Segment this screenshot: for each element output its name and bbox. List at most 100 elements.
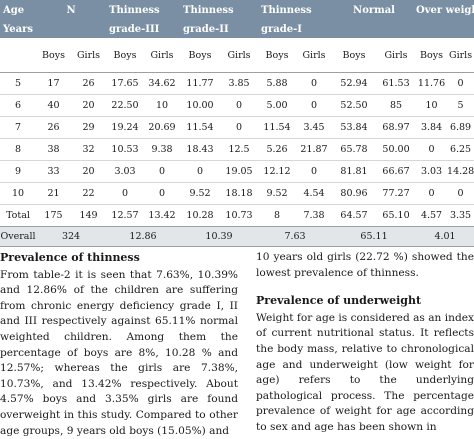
table-cell: 34.62 bbox=[144, 72, 181, 95]
subheader-cell: Boys bbox=[258, 38, 297, 73]
table-cell: 10.39 bbox=[180, 226, 259, 247]
table-cell: 10.00 bbox=[180, 94, 221, 117]
table-row: 8 38 32 10.53 9.38 18.43 12.5 5.26 21.87 65.78 50.… bbox=[0, 138, 474, 161]
table-cell: 22.50 bbox=[106, 94, 145, 117]
table-cell: 5.00 bbox=[258, 94, 297, 117]
header-thinness-3: Thinness bbox=[106, 0, 181, 21]
data-table-region: Age N Thinness Thinness Thinness Normal … bbox=[0, 0, 474, 247]
header-years: Years bbox=[0, 21, 36, 38]
table-cell: 21 bbox=[36, 182, 71, 205]
table-cell: 5.88 bbox=[258, 72, 297, 95]
table-cell: 4.54 bbox=[296, 182, 333, 205]
table-cell: 77.27 bbox=[376, 182, 417, 205]
table-row: 6 40 20 22.50 10 10.00 0 5.00 0 52.50 85 10 5 bbox=[0, 94, 474, 117]
table-cell: 0 bbox=[144, 160, 181, 183]
table-cell: 175 bbox=[36, 204, 71, 227]
age-cell: 10 bbox=[0, 182, 36, 205]
header-n: N bbox=[36, 0, 107, 21]
table-cell: 14.28 bbox=[447, 160, 474, 183]
subheader-cell: Boys bbox=[416, 38, 448, 73]
table-cell: 18.43 bbox=[180, 138, 221, 161]
table-cell: 9.52 bbox=[180, 182, 221, 205]
table-cell: 50.00 bbox=[376, 138, 417, 161]
table-cell: 26 bbox=[71, 72, 107, 95]
table-row: 10 21 22 0 0 9.52 18.18 9.52 4.54 80.96 77.27 0 0 bbox=[0, 182, 474, 205]
table-cell: 6.25 bbox=[447, 138, 474, 161]
table-cell: 3.03 bbox=[416, 160, 448, 183]
table-cell: 3.03 bbox=[106, 160, 145, 183]
subheader-cell: Girls bbox=[296, 38, 333, 73]
header-row-2: Years grade-III grade-II grade-I bbox=[0, 21, 474, 38]
table-cell: 0 bbox=[447, 182, 474, 205]
right-text-column: 10 years old girls (22.72 %) showed the … bbox=[256, 250, 474, 436]
table-cell: 19.24 bbox=[106, 116, 145, 139]
table-cell: 149 bbox=[71, 204, 107, 227]
table-cell: 0 bbox=[180, 160, 221, 183]
age-cell: 6 bbox=[0, 94, 36, 117]
total-row: Total 175 149 12.57 13.42 10.28 10.73 8 … bbox=[0, 204, 474, 227]
table-cell: 324 bbox=[36, 226, 107, 247]
nutrition-table: Age N Thinness Thinness Thinness Normal … bbox=[0, 0, 474, 247]
table-row: 9 33 20 3.03 0 0 19.05 12.12 0 81.81 66.67 3.03 14.2… bbox=[0, 160, 474, 183]
table-cell: 29 bbox=[71, 116, 107, 139]
table-cell: 6.89 bbox=[447, 116, 474, 139]
table-cell: 0 bbox=[416, 182, 448, 205]
header-row-1: Age N Thinness Thinness Thinness Normal … bbox=[0, 0, 474, 21]
table-cell: 10 bbox=[416, 94, 448, 117]
table-cell: 0 bbox=[144, 182, 181, 205]
table-cell: 52.50 bbox=[332, 94, 377, 117]
table-cell: 22 bbox=[71, 182, 107, 205]
table-cell: 0 bbox=[447, 72, 474, 95]
table-cell: 3.45 bbox=[296, 116, 333, 139]
table-cell: 65.78 bbox=[332, 138, 377, 161]
section-heading-underweight: Prevalence of underweight bbox=[256, 294, 422, 308]
table-cell: 4.01 bbox=[416, 226, 474, 247]
table-cell: 53.84 bbox=[332, 116, 377, 139]
table-cell: 0 bbox=[416, 138, 448, 161]
header-grade-2: grade-II bbox=[180, 21, 259, 38]
table-cell: 0 bbox=[220, 116, 259, 139]
table-cell: 21.87 bbox=[296, 138, 333, 161]
table-cell: 65.10 bbox=[376, 204, 417, 227]
table-cell: 20.69 bbox=[144, 116, 181, 139]
table-cell: 10.28 bbox=[180, 204, 221, 227]
table-cell: 5.26 bbox=[258, 138, 297, 161]
table-cell: 38 bbox=[36, 138, 71, 161]
table-cell: 32 bbox=[71, 138, 107, 161]
table-cell: 10 bbox=[144, 94, 181, 117]
table-cell: 18.18 bbox=[220, 182, 259, 205]
table-cell: 9.52 bbox=[258, 182, 297, 205]
table-row: 5 17 26 17.65 34.62 11.77 3.85 5.88 0 52.94 61.53 1… bbox=[0, 72, 474, 95]
table-cell: 85 bbox=[376, 94, 417, 117]
overall-label: Overall bbox=[0, 226, 36, 247]
table-cell: 11.76 bbox=[416, 72, 448, 95]
header-thinness-2: Thinness bbox=[180, 0, 259, 21]
table-cell: 26 bbox=[36, 116, 71, 139]
table-cell: 8 bbox=[258, 204, 297, 227]
table-cell: 66.67 bbox=[376, 160, 417, 183]
age-cell: 8 bbox=[0, 138, 36, 161]
table-cell: 7.38 bbox=[296, 204, 333, 227]
header-thinness-1: Thinness bbox=[258, 0, 333, 21]
table-cell: 12.12 bbox=[258, 160, 297, 183]
table-cell: 52.94 bbox=[332, 72, 377, 95]
table-cell: 13.42 bbox=[144, 204, 181, 227]
table-cell: 17 bbox=[36, 72, 71, 95]
table-cell: 0 bbox=[296, 94, 333, 117]
paragraph-thinness: From table-2 it is seen that 7.63%, 10.3… bbox=[0, 268, 238, 437]
subheader-cell: Boys bbox=[106, 38, 145, 73]
table-cell: 4.57 bbox=[416, 204, 448, 227]
table-cell: 12.5 bbox=[220, 138, 259, 161]
table-cell: 11.54 bbox=[258, 116, 297, 139]
table-cell: 20 bbox=[71, 94, 107, 117]
subheader-cell: Girls bbox=[144, 38, 181, 73]
subheader-cell: Girls bbox=[71, 38, 107, 73]
subheader-cell: Girls bbox=[376, 38, 417, 73]
table-cell: 5 bbox=[447, 94, 474, 117]
table-cell: 7.63 bbox=[258, 226, 333, 247]
table-cell: 61.53 bbox=[376, 72, 417, 95]
table-cell: 12.86 bbox=[106, 226, 181, 247]
table-cell: 64.57 bbox=[332, 204, 377, 227]
table-cell: 65.11 bbox=[332, 226, 417, 247]
table-cell: 10.73 bbox=[220, 204, 259, 227]
